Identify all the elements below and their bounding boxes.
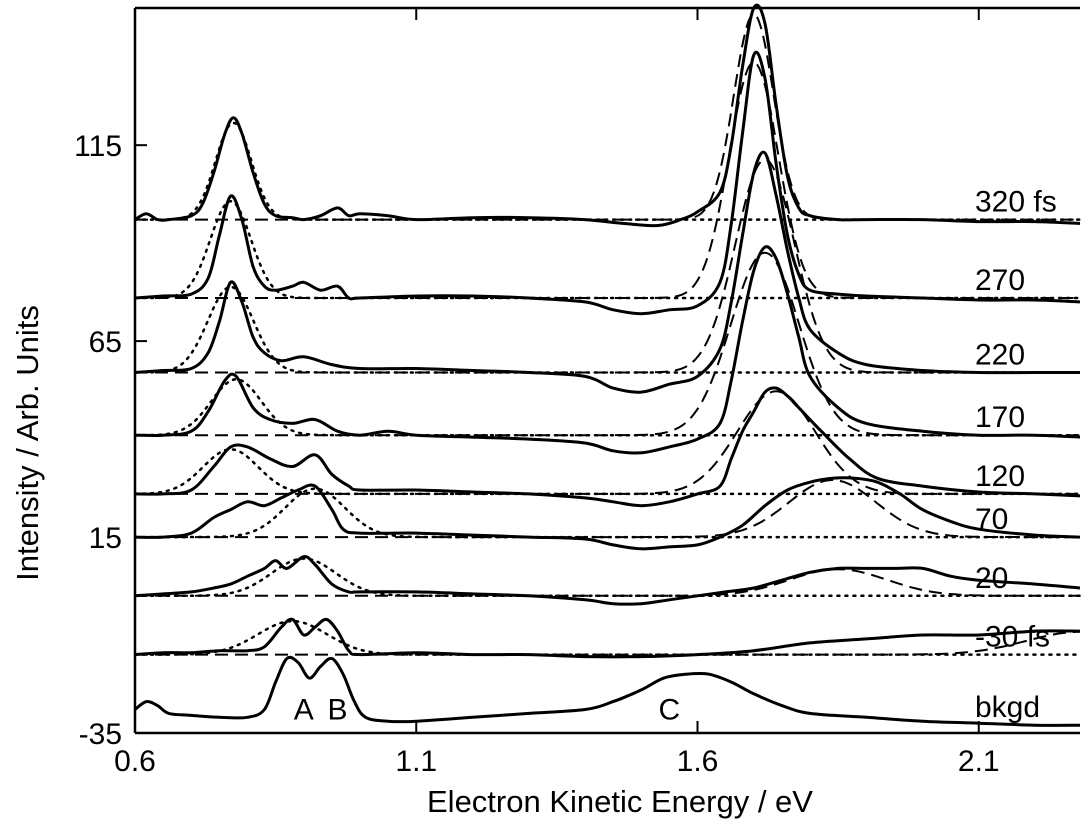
fit-curve-high-energy: [134, 251, 1080, 437]
x-axis-label: Electron Kinetic Energy / eV: [427, 784, 813, 819]
fit-curve-high-energy: [134, 568, 1080, 597]
fit-curve-low-energy: [133, 487, 1082, 539]
plot-area: 320 fs 270 220 170 120 70 20 -30 fs bkgd A B C: [133, 3, 1082, 727]
fit-curve-high-energy: [135, 390, 1080, 495]
spectrum-line: [134, 150, 1080, 394]
x-tick-label: 2.1: [958, 745, 1000, 778]
y-tick-label: 65: [89, 326, 122, 359]
y-tick-label: -35: [79, 718, 122, 751]
spectrum-line: [134, 3, 1081, 228]
series-label: 70: [975, 503, 1008, 536]
fit-curve-low-energy: [133, 619, 1082, 656]
fit-curve-low-energy: [133, 121, 1082, 221]
spectrum-line: [134, 50, 1081, 316]
x-tick-label: 0.6: [114, 745, 156, 778]
series-label: 120: [975, 460, 1025, 493]
axes: 0.6 1.1 1.6 2.1 -35 15 65 115: [74, 6, 1080, 778]
spectrum-line: [134, 617, 1081, 659]
spectrum-line: [134, 655, 1081, 727]
series-label: 270: [975, 264, 1025, 297]
fit-curve-high-energy: [135, 479, 1080, 539]
peak-label: C: [659, 693, 681, 726]
spectrum-line: [134, 245, 1081, 455]
fit-curve-low-energy: [133, 378, 1082, 437]
x-tick-label: 1.1: [395, 745, 437, 778]
series-label: bkgd: [975, 691, 1040, 724]
spectrum-line: [134, 476, 1081, 551]
y-tick-label: 15: [89, 522, 122, 555]
fit-curve-low-energy: [133, 557, 1082, 598]
y-axis-label: Intensity / Arb. Units: [10, 305, 45, 581]
y-tick-label: 115: [74, 130, 122, 163]
fit-curve-high-energy: [135, 158, 1080, 374]
peak-label: B: [327, 693, 347, 726]
series-label: 20: [975, 562, 1008, 595]
series-label: 170: [975, 401, 1025, 434]
spectrum-line: [134, 386, 1081, 508]
fit-curve-high-energy: [135, 630, 1081, 656]
fit-curve-high-energy: [134, 61, 1080, 300]
x-tick-label: 1.6: [677, 745, 719, 778]
series-label: -30 fs: [975, 621, 1050, 654]
fit-curve-low-energy: [133, 448, 1082, 496]
spectrum-line: [134, 555, 1081, 606]
series-label: 220: [975, 338, 1025, 371]
series-label: 320 fs: [975, 186, 1057, 219]
peak-label: A: [294, 693, 314, 726]
fit-curve-high-energy: [135, 13, 1080, 221]
